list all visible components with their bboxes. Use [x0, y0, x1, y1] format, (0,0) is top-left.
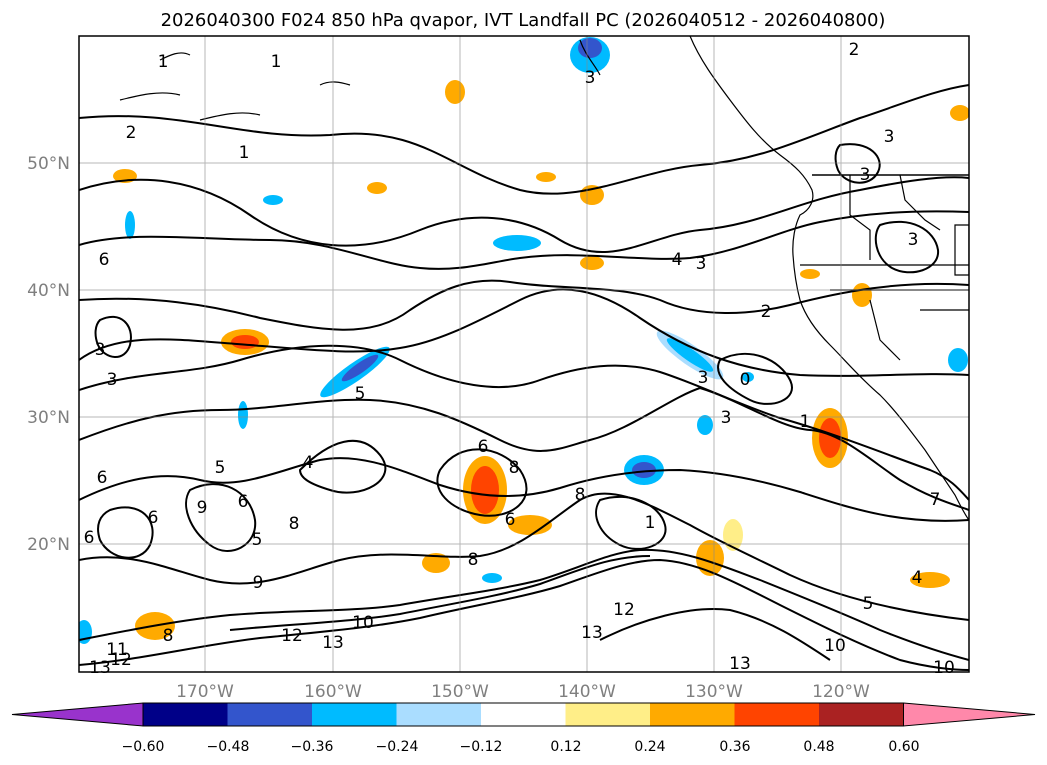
contour-label: 12 — [110, 650, 132, 670]
lon-label: 130°W — [685, 682, 743, 702]
colorbar-segment — [734, 703, 820, 726]
contour-label: 4 — [912, 568, 923, 588]
map-background — [79, 36, 969, 672]
contour-label: 6 — [99, 250, 110, 270]
colorbar-segment — [650, 703, 735, 726]
contour-label: 5 — [863, 594, 874, 614]
colorbar-ticks: −0.60 −0.48 −0.36 −0.24 −0.12 0.12 0.24 … — [122, 739, 920, 755]
colorbar-segment — [312, 703, 397, 726]
colorbar-tick-label: 0.48 — [803, 739, 834, 755]
contour-label: 4 — [672, 250, 683, 270]
contour-label: 10 — [933, 658, 955, 678]
contour-label: 6 — [84, 528, 95, 548]
lon-label: 150°W — [431, 682, 489, 702]
contour-label: 2 — [126, 123, 137, 143]
contour-label: 0 — [740, 370, 751, 390]
colorbar-segment — [143, 703, 228, 726]
contour-label: 3 — [908, 230, 919, 250]
colorbar-tick-label: 0.24 — [634, 739, 665, 755]
lon-label: 160°W — [304, 682, 362, 702]
map-title: 2026040300 F024 850 hPa qvapor, IVT Land… — [161, 10, 886, 31]
contour-label: 9 — [253, 573, 264, 593]
contour-label: 3 — [107, 370, 118, 390]
colorbar-outline — [142, 702, 904, 727]
colorbar-tick-label: −0.48 — [207, 739, 250, 755]
contour-label: 12 — [281, 626, 303, 646]
contour-label: 8 — [575, 485, 586, 505]
lat-label: 50°N — [27, 154, 70, 174]
lon-label: 120°W — [812, 682, 870, 702]
contour-label: 1 — [239, 143, 250, 163]
colorbar-segment — [481, 703, 566, 726]
lat-label: 20°N — [27, 535, 70, 555]
colorbar-segment — [396, 703, 482, 726]
lon-label: 140°W — [558, 682, 616, 702]
contour-label: 2 — [849, 40, 860, 60]
contour-label: 3 — [721, 408, 732, 428]
contour-label: 3 — [884, 127, 895, 147]
colorbar-tick-label: −0.12 — [460, 739, 503, 755]
colorbar-tick-label: 0.60 — [888, 739, 919, 755]
colorbar — [11, 702, 1036, 727]
contour-label: 3 — [696, 254, 707, 274]
contour-label: 6 — [238, 492, 249, 512]
contour-label: 10 — [352, 613, 374, 633]
contour-label: 1 — [271, 52, 282, 72]
contour-label: 1 — [158, 52, 169, 72]
contour-label: 5 — [252, 530, 263, 550]
contour-label: 13 — [581, 623, 603, 643]
colorbar-segment — [819, 703, 904, 726]
colorbar-tick-label: −0.24 — [376, 739, 419, 755]
colorbar-segment — [565, 703, 651, 726]
contour-label: 10 — [824, 636, 846, 656]
contour-label: 7 — [930, 490, 941, 510]
contour-label: 13 — [322, 633, 344, 653]
ivt-contours — [79, 84, 969, 671]
contour-label: 13 — [729, 654, 751, 674]
contour-label: 1 — [645, 513, 656, 533]
contour-label: 12 — [613, 600, 635, 620]
colorbar-tick-label: −0.60 — [122, 739, 165, 755]
colorbar-extend-low — [11, 702, 144, 727]
contour-label: 3 — [698, 368, 709, 388]
contour-label: 5 — [355, 384, 366, 404]
contour-label: 1 — [800, 412, 811, 432]
colorbar-segment — [227, 703, 313, 726]
contour-label: 6 — [505, 510, 516, 530]
colorbar-tick-label: 0.36 — [719, 739, 750, 755]
contour-label: 2 — [761, 302, 772, 322]
contour-label: 4 — [303, 453, 314, 473]
contour-label: 3 — [95, 340, 106, 360]
colorbar-extend-high — [903, 702, 1036, 727]
contour-label: 9 — [197, 498, 208, 518]
graticule — [79, 36, 969, 672]
colorbar-tick-label: 0.12 — [550, 739, 581, 755]
contour-label: 3 — [860, 165, 871, 185]
contour-label: 11 — [106, 640, 128, 660]
colorbar-tick-label: −0.36 — [291, 739, 334, 755]
lat-label: 30°N — [27, 408, 70, 428]
contour-label: 8 — [509, 458, 520, 478]
map-frame — [78, 35, 970, 673]
contour-label: 5 — [215, 458, 226, 478]
lat-label: 40°N — [27, 281, 70, 301]
latitude-labels: 50°N 40°N 30°N 20°N — [27, 154, 70, 555]
lon-label: 170°W — [176, 682, 234, 702]
contour-label: 6 — [478, 437, 489, 457]
shaded-fields — [79, 37, 969, 644]
contour-label: 8 — [289, 514, 300, 534]
contour-label: 6 — [97, 468, 108, 488]
contour-label: 8 — [468, 550, 479, 570]
contour-label: 6 — [148, 508, 159, 528]
contour-label: 3 — [585, 68, 596, 88]
contour-label: 8 — [163, 626, 174, 646]
longitude-labels: 170°W 160°W 150°W 140°W 130°W 120°W — [176, 682, 870, 702]
contour-label: 13 — [89, 658, 111, 678]
